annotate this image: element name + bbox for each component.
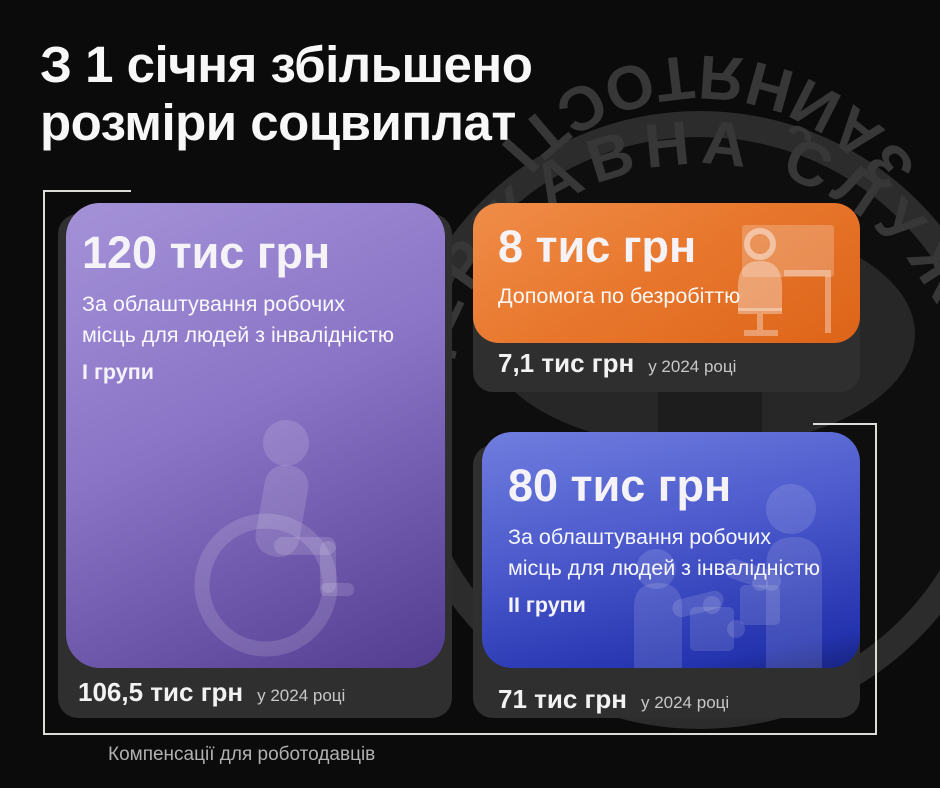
previous-amount-row-unemployment: 7,1 тис грн у 2024 році <box>498 348 736 379</box>
previous-amount-row-disability2: 71 тис грн у 2024 році <box>498 684 729 715</box>
card-amount: 120 тис грн <box>82 227 331 278</box>
previous-amount: 7,1 тис грн <box>498 348 635 378</box>
previous-period: у 2024 році <box>257 686 346 705</box>
frame-line-top-bracket <box>43 190 131 192</box>
page-title-line1: З 1 січня збільшено <box>40 36 533 93</box>
card-amount: 80 тис грн <box>508 460 732 511</box>
card-description: За облаштування робочих місць для людей … <box>508 525 821 581</box>
previous-period: у 2024 році <box>640 693 730 712</box>
frame-line-left <box>43 190 45 735</box>
card-disability-group1: 120 тис грн За облаштування робочих місц… <box>66 203 445 668</box>
page-title-line2: розміри соцвиплат <box>40 93 516 151</box>
card-group-label: ІІ групи <box>508 593 586 618</box>
page-title: З 1 січня збільшено розміри соцвиплат <box>40 36 533 151</box>
card-amount: 8 тис грн <box>498 221 697 272</box>
previous-amount: 106,5 тис грн <box>78 677 244 707</box>
footer-caption: Компенсації для роботодавців <box>108 744 376 765</box>
card-description: Допомога по безробіттю <box>498 284 741 309</box>
card-unemployment: 8 тис грн Допомога по безробіттю <box>473 203 860 343</box>
previous-period: у 2024 році <box>648 357 737 376</box>
frame-line-right-bracket <box>813 423 877 425</box>
wheelchair-icon <box>194 420 354 657</box>
previous-amount-row-disability1: 106,5 тис грн у 2024 році <box>78 677 345 708</box>
card-group-label: І групи <box>82 360 154 385</box>
frame-line-bottom <box>43 733 877 735</box>
frame-line-right <box>875 423 877 735</box>
previous-amount: 71 тис грн <box>498 684 627 714</box>
card-disability-group2: 80 тис грн За облаштування робочих місць… <box>482 432 860 668</box>
card-description: За облаштування робочих місць для людей … <box>82 292 395 348</box>
